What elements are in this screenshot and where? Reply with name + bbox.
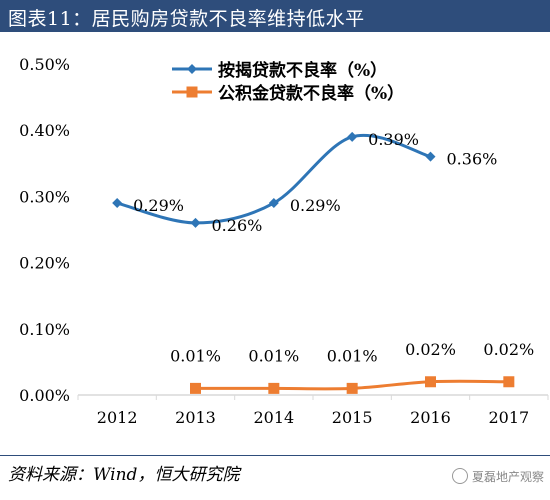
data-label: 0.29% xyxy=(133,196,184,215)
watermark: 夏磊地产观察 xyxy=(451,468,544,485)
data-label: 0.39% xyxy=(368,130,419,149)
page-title: 图表11：居民购房贷款不良率维持低水平 xyxy=(8,8,365,30)
footer-divider xyxy=(0,455,550,456)
legend-marker-diamond xyxy=(187,64,197,74)
wechat-icon xyxy=(451,468,468,484)
data-point-diamond xyxy=(268,198,279,209)
data-point-square xyxy=(346,382,358,394)
x-tick-label: 2016 xyxy=(410,408,451,427)
data-label: 0.02% xyxy=(405,340,456,359)
data-label: 0.36% xyxy=(447,150,498,169)
y-tick-label: 0.50% xyxy=(19,55,70,74)
data-point-square xyxy=(190,382,201,394)
data-label: 0.26% xyxy=(212,216,263,235)
y-tick-label: 0.20% xyxy=(19,254,70,273)
x-tick-label: 2017 xyxy=(488,408,529,427)
data-point-diamond xyxy=(190,217,201,228)
data-label: 0.29% xyxy=(290,196,341,215)
data-label: 0.01% xyxy=(248,346,299,365)
x-tick-label: 2013 xyxy=(175,408,216,427)
watermark-text: 夏磊地产观察 xyxy=(471,470,544,484)
x-tick-label: 2014 xyxy=(253,408,294,427)
title-bar: 图表11：居民购房贷款不良率维持低水平 xyxy=(0,0,550,32)
data-label: 0.01% xyxy=(170,346,221,365)
y-tick-label: 0.30% xyxy=(19,187,70,206)
data-label: 0.01% xyxy=(327,346,378,365)
data-point-diamond xyxy=(112,198,123,209)
x-tick-label: 2012 xyxy=(97,408,138,427)
legend-label: 按揭贷款不良率（%） xyxy=(218,60,387,81)
legend-marker-square xyxy=(186,86,198,98)
line-chart: 0.00% 0.10% 0.20% 0.30% 0.40% 0.50% 2012 2013 20… xyxy=(19,55,549,427)
y-tick-label: 0.00% xyxy=(19,386,70,405)
legend-label: 公积金贷款不良率（%） xyxy=(218,83,404,104)
data-point-diamond xyxy=(425,151,436,162)
x-tick-label: 2015 xyxy=(332,408,373,427)
data-label: 0.02% xyxy=(483,340,534,359)
data-point-square xyxy=(425,376,436,388)
y-tick-label: 0.10% xyxy=(19,320,70,339)
y-tick-label: 0.40% xyxy=(19,121,70,140)
data-point-square xyxy=(268,382,280,394)
source-note: 资料来源：Wind，恒大研究院 xyxy=(8,465,240,485)
data-point-diamond xyxy=(347,131,358,142)
data-point-square xyxy=(503,376,515,388)
